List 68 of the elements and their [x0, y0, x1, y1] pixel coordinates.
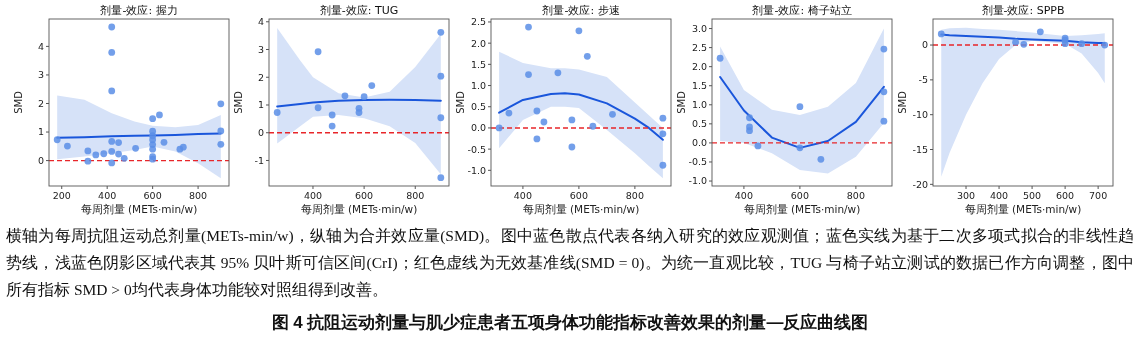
y-tick-label: 0.0	[470, 122, 486, 134]
x-tick-label: 400	[989, 190, 1009, 201]
y-tick-label: -1.0	[467, 164, 486, 176]
y-tick-label: -0.5	[688, 156, 707, 168]
y-tick-label: 2	[257, 71, 264, 83]
y-tick-label: 0.0	[691, 137, 707, 149]
y-tick-label: 0	[37, 154, 44, 166]
x-axis-title: 每周剂量 (METs·min/w)	[522, 203, 640, 215]
y-axis-title: SMD	[13, 90, 24, 114]
x-tick-label: 600	[1056, 190, 1075, 201]
y-tick-label: 0.5	[691, 118, 707, 130]
y-tick-label: -20	[912, 178, 928, 190]
x-axis-title: 每周剂量 (METs·min/w)	[300, 203, 418, 215]
text: 横轴为每周抗阻运动总剂量(METs-min/w)，纵轴为合并效应量(SMD)。图中蓝色散点代表各纳入研究的效应观测值；蓝色实线为基于二次多项式拟合的非线性趋势线，浅蓝色阴影区域代表其 95% 贝叶斯可信区间(CrI)；红色虚线为无效基准线(SMD = 0)。为统一直观比较，TUG 与椅子站立测试的数据已作方向调整，图中所有指标 SMD > 0均代表身体功能较对照组得到改善。	[6, 226, 1134, 300]
x-tick-label: 500	[1023, 190, 1042, 201]
y-tick-label: 1	[37, 126, 44, 138]
x-tick-label: 800	[189, 190, 208, 201]
chart-title: 剂量-效应: 握力	[100, 4, 178, 17]
y-tick-label: 0	[257, 127, 264, 139]
chart-title: 剂量-效应: 步速	[542, 4, 620, 17]
y-axis-title: SMD	[233, 90, 244, 114]
y-tick-label: -10	[912, 109, 928, 121]
y-tick-label: -1.0	[688, 175, 707, 187]
y-tick-label: 1.0	[691, 99, 707, 111]
y-axis-title: SMD	[676, 90, 687, 114]
y-tick-label: 1.0	[470, 79, 486, 91]
text: 图 4 抗阻运动剂量与肌少症患者五项身体功能指标改善效果的剂量—反应曲线图	[270, 312, 870, 334]
y-tick-label: 4	[37, 40, 44, 52]
x-axis-title: 每周剂量 (METs·min/w)	[964, 203, 1082, 215]
x-tick-label: 400	[513, 190, 532, 201]
x-tick-label: 800	[846, 190, 865, 201]
x-tick-label: 600	[355, 190, 374, 201]
y-tick-label: 3	[257, 43, 264, 55]
x-tick-label: 400	[303, 190, 323, 201]
y-tick-label: 2.5	[470, 16, 486, 28]
x-tick-label: 800	[406, 190, 425, 201]
y-tick-label: 1.5	[691, 80, 707, 92]
y-tick-label: 2.0	[470, 37, 486, 49]
y-tick-label: -0.5	[467, 143, 486, 155]
y-tick-label: 0	[921, 39, 928, 51]
x-tick-label: 800	[625, 190, 644, 201]
x-axis-title: 每周剂量 (METs·min/w)	[743, 203, 861, 215]
y-tick-label: 2.0	[691, 61, 707, 73]
x-tick-label: 200	[52, 190, 71, 201]
y-tick-label: 0.5	[470, 101, 486, 113]
y-tick-label: 1	[257, 99, 264, 111]
y-tick-label: 3.0	[691, 22, 707, 34]
x-tick-label: 400	[98, 190, 117, 201]
y-tick-label: -15	[912, 143, 928, 155]
y-tick-label: -1	[254, 154, 264, 166]
x-tick-label: 600	[569, 190, 588, 201]
y-tick-label: 2	[37, 97, 44, 109]
y-axis-title: SMD	[897, 90, 908, 114]
y-tick-label: -5	[918, 74, 928, 86]
y-tick-label: 3	[37, 69, 44, 81]
x-tick-label: 400	[734, 190, 753, 201]
x-axis-title: 每周剂量 (METs·min/w)	[80, 203, 198, 215]
chart-title: 剂量-效应: TUG	[319, 4, 399, 17]
chart-title: 剂量-效应: SPPB	[981, 4, 1065, 17]
y-tick-label: 2.5	[691, 42, 707, 53]
x-tick-label: 300	[956, 190, 976, 201]
x-tick-label: 700	[1089, 190, 1108, 201]
x-tick-label: 600	[143, 190, 162, 201]
chart-title: 剂量-效应: 椅子站立	[752, 4, 852, 17]
y-axis-title: SMD	[455, 90, 466, 114]
x-tick-label: 600	[790, 190, 809, 201]
y-tick-label: 1.5	[470, 58, 486, 70]
y-tick-label: 4	[257, 16, 264, 28]
